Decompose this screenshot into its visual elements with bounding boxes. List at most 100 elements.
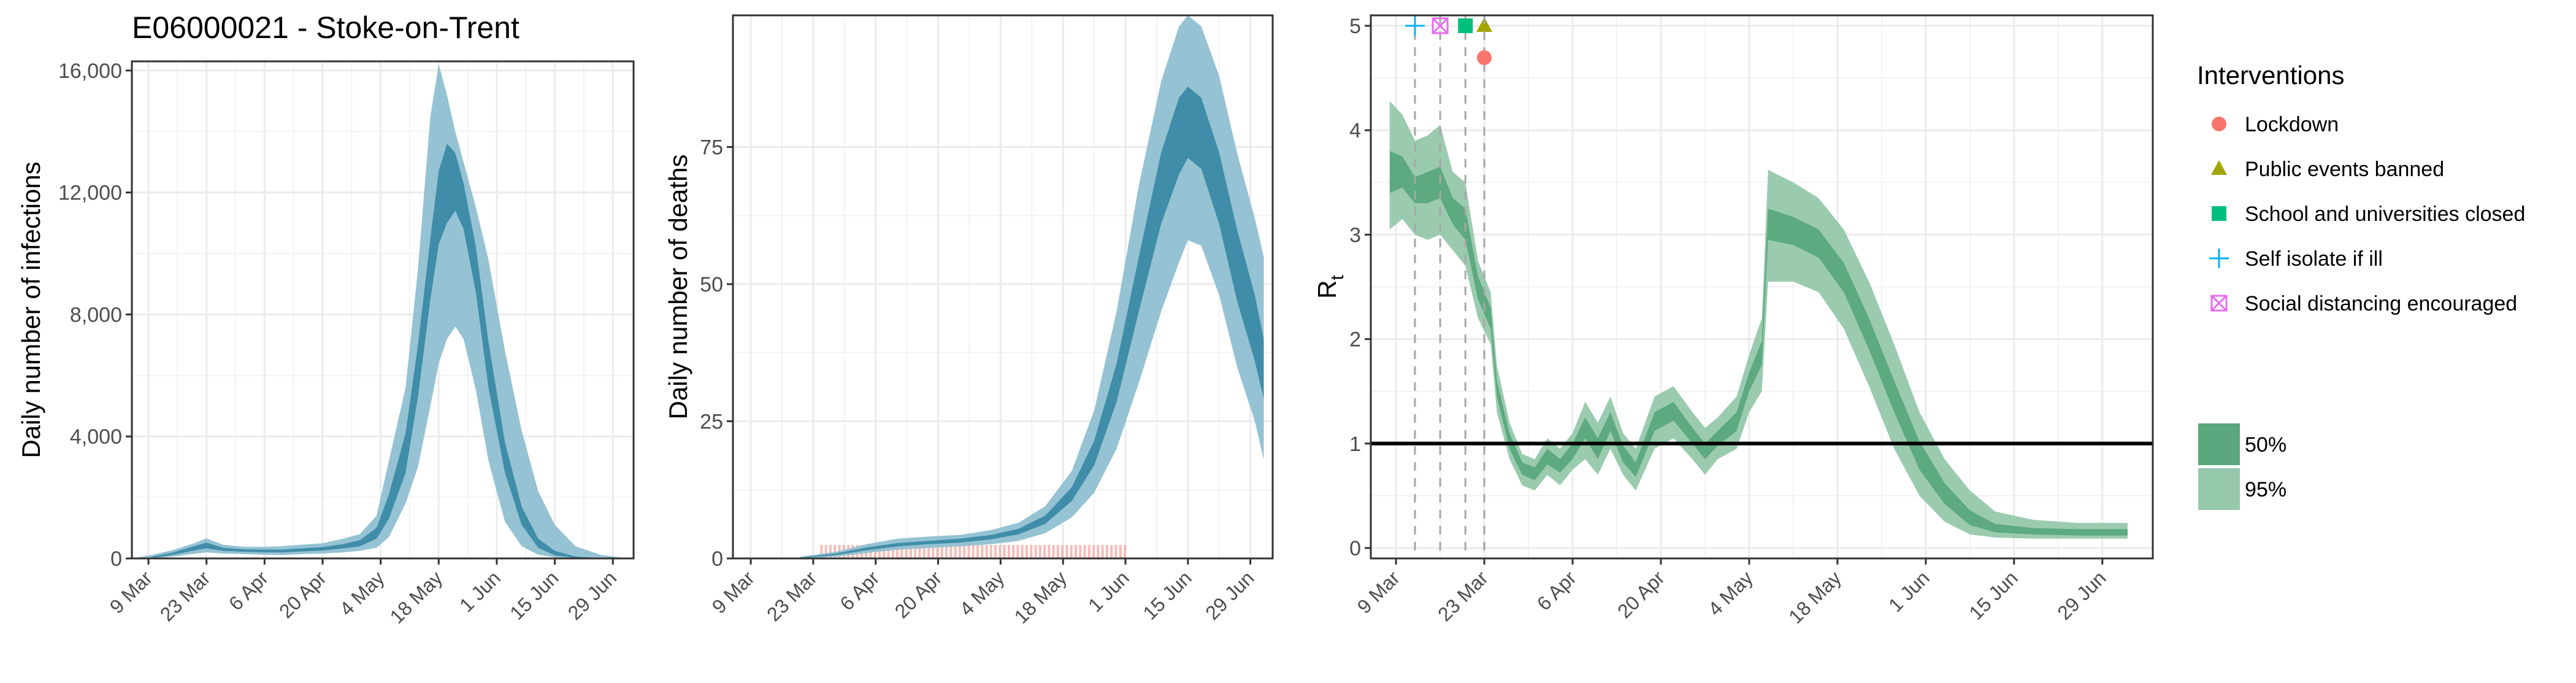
observed-death-bar <box>1083 545 1086 558</box>
observed-death-bar <box>1012 545 1015 558</box>
observed-death-bar <box>1079 545 1082 558</box>
observed-death-bar <box>824 545 827 558</box>
observed-death-bar <box>1070 545 1073 558</box>
legend-item-intervention: School and universities closed <box>2212 203 2525 226</box>
observed-death-bar <box>1025 545 1028 558</box>
observed-death-bar <box>883 545 886 558</box>
y-tick-label: 1 <box>1349 433 1361 456</box>
observed-death-bar <box>981 545 984 558</box>
legend-boxcross-icon <box>2210 295 2228 312</box>
y-tick-label: 50 <box>700 273 723 296</box>
legend-label: Lockdown <box>2245 113 2339 136</box>
observed-death-bar <box>1038 545 1041 558</box>
observed-death-bar <box>878 545 881 558</box>
x-tick-label: 4 May <box>955 566 1008 620</box>
x-tick-label: 15 Jun <box>505 566 562 623</box>
y-axis-title: Daily number of infections <box>17 161 45 458</box>
observed-death-bar <box>1048 545 1051 558</box>
observed-death-bar <box>949 545 953 558</box>
observed-death-bar <box>918 545 921 558</box>
intervention-marker-boxcross-icon <box>1432 17 1449 34</box>
x-tick-label: 9 Mar <box>1353 566 1405 618</box>
y-tick-label: 4,000 <box>70 425 122 449</box>
legend-title: Interventions <box>2197 61 2344 90</box>
observed-death-bar <box>900 545 903 558</box>
y-tick-label: 2 <box>1349 328 1361 352</box>
observed-death-bar <box>1101 545 1104 558</box>
x-tick-label: 29 Jun <box>564 566 621 623</box>
observed-death-bar <box>989 545 992 558</box>
legend-label: Self isolate if ill <box>2245 247 2383 271</box>
observed-death-bar <box>936 545 939 558</box>
panel-border <box>131 60 635 560</box>
legend-label: 95% <box>2245 478 2287 501</box>
observed-death-bar <box>1092 545 1095 558</box>
legend-item-band: 50% <box>2198 423 2287 465</box>
legend-triangle-icon <box>2211 160 2227 175</box>
observed-death-bar <box>994 545 997 558</box>
y-tick-label: 0 <box>711 547 723 571</box>
legend-square-icon <box>2212 206 2226 221</box>
panel-3: 0 1 2 3 4 5 9 Mar 23 Mar 6 Apr 20 Apr 4 May 18 May 1… <box>1313 14 2154 628</box>
intervention-marker-square-icon <box>1458 18 1473 34</box>
observed-death-bar <box>922 545 926 558</box>
observed-death-bar <box>967 545 970 558</box>
y-tick-label: 3 <box>1349 223 1361 247</box>
observed-death-bar <box>909 545 912 558</box>
observed-death-bar <box>1056 545 1059 558</box>
observed-death-bar <box>1052 545 1055 558</box>
x-tick-label: 9 Mar <box>105 566 157 618</box>
x-tick-label: 23 Mar <box>156 566 215 625</box>
observed-death-bar <box>1016 545 1019 558</box>
observed-death-bar <box>1124 545 1126 558</box>
observed-death-bar <box>945 545 948 558</box>
observed-death-bar <box>896 545 899 558</box>
observed-death-bar <box>1075 545 1077 558</box>
observed-death-bar <box>1003 545 1006 558</box>
observed-death-bar <box>958 545 961 558</box>
observed-death-bar <box>1043 545 1046 558</box>
x-tick-label: 15 Jun <box>1965 566 2022 623</box>
intervention-marker-triangle-icon <box>1476 17 1493 33</box>
x-tick-label: 18 May <box>1784 566 1846 628</box>
y-axis-title-subscript: t <box>1327 275 1347 280</box>
panel-border <box>732 14 1274 560</box>
x-tick-label: 1 Jun <box>455 566 505 616</box>
x-tick-label: 4 May <box>1704 566 1757 620</box>
y-tick-label: 25 <box>700 411 723 434</box>
x-tick-label: 23 Mar <box>1433 566 1492 625</box>
legend-item-intervention: Self isolate if ill <box>2209 247 2383 271</box>
observed-death-bar <box>905 545 908 558</box>
observed-death-bar <box>954 545 957 558</box>
x-tick-label: 20 Apr <box>275 566 331 622</box>
y-tick-label: 75 <box>700 136 723 160</box>
observed-death-bar <box>914 545 917 558</box>
band-95pct <box>1389 101 2128 539</box>
legend-label: Social distancing encouraged <box>2245 292 2517 315</box>
observed-death-bar <box>1021 545 1024 558</box>
x-tick-label: 6 Apr <box>1533 566 1581 615</box>
x-tick-label: 15 Jun <box>1138 566 1195 623</box>
observed-death-bar <box>976 545 979 558</box>
x-tick-label: 4 May <box>335 566 388 620</box>
legend-label: 50% <box>2245 433 2287 457</box>
observed-death-bar <box>834 545 837 558</box>
y-axis-title: Daily number of deaths <box>664 155 692 420</box>
y-tick-label: 4 <box>1349 119 1361 142</box>
x-tick-label: 6 Apr <box>835 566 884 615</box>
legend-circle-icon <box>2212 117 2226 131</box>
x-tick-label: 1 Jun <box>1084 566 1133 616</box>
panel-2: 0 25 50 75 9 Mar 23 Mar 6 Apr 20 Apr 4 May 18 May… <box>664 14 1274 628</box>
y-tick-label: 16,000 <box>58 60 122 83</box>
observed-death-bar <box>1110 545 1113 558</box>
x-tick-label: 18 May <box>1010 566 1071 628</box>
legend-label: Public events banned <box>2245 158 2444 181</box>
x-tick-label: 1 Jun <box>1884 566 1934 616</box>
x-tick-label: 9 Mar <box>708 566 759 618</box>
figure-title: E06000021 - Stoke-on-Trent <box>132 10 519 45</box>
plot-background <box>132 61 634 558</box>
observed-death-bar <box>1034 545 1037 558</box>
legend-swatch <box>2198 423 2240 465</box>
observed-death-bar <box>1097 545 1100 558</box>
